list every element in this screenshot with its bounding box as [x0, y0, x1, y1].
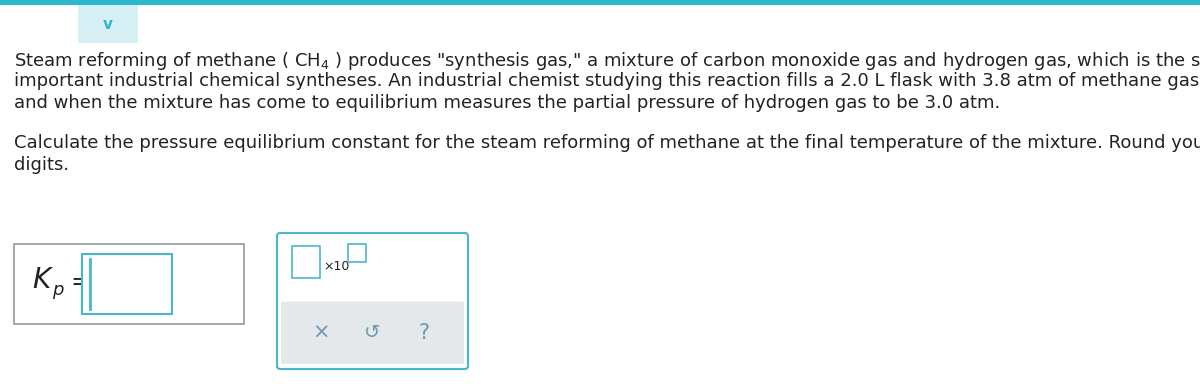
Bar	[292, 246, 320, 278]
Bar	[348, 244, 366, 262]
Text: and when the mixture has come to equilibrium measures the partial pressure of hy: and when the mixture has come to equilib…	[14, 94, 1001, 112]
Text: ↺: ↺	[365, 323, 380, 342]
Text: important industrial chemical syntheses. An industrial chemist studying this rea: important industrial chemical syntheses.…	[14, 72, 1200, 90]
Text: digits.: digits.	[14, 156, 70, 174]
FancyBboxPatch shape	[277, 233, 468, 369]
Bar	[0, 0, 1200, 5]
FancyBboxPatch shape	[78, 5, 138, 43]
FancyBboxPatch shape	[281, 301, 464, 364]
Bar	[14, 244, 244, 324]
Text: $=$: $=$	[66, 268, 91, 292]
Text: $K$: $K$	[32, 266, 54, 294]
Text: ×10: ×10	[323, 260, 349, 273]
Text: $p$: $p$	[52, 283, 65, 301]
Bar	[82, 254, 172, 314]
Text: ×: ×	[312, 323, 330, 343]
Text: Steam reforming of methane ( CH$_4$ ) produces "synthesis gas," a mixture of car: Steam reforming of methane ( CH$_4$ ) pr…	[14, 50, 1200, 72]
Text: ?: ?	[419, 323, 430, 343]
Text: Calculate the pressure equilibrium constant for the steam reforming of methane a: Calculate the pressure equilibrium const…	[14, 134, 1200, 152]
Text: v: v	[103, 16, 113, 32]
